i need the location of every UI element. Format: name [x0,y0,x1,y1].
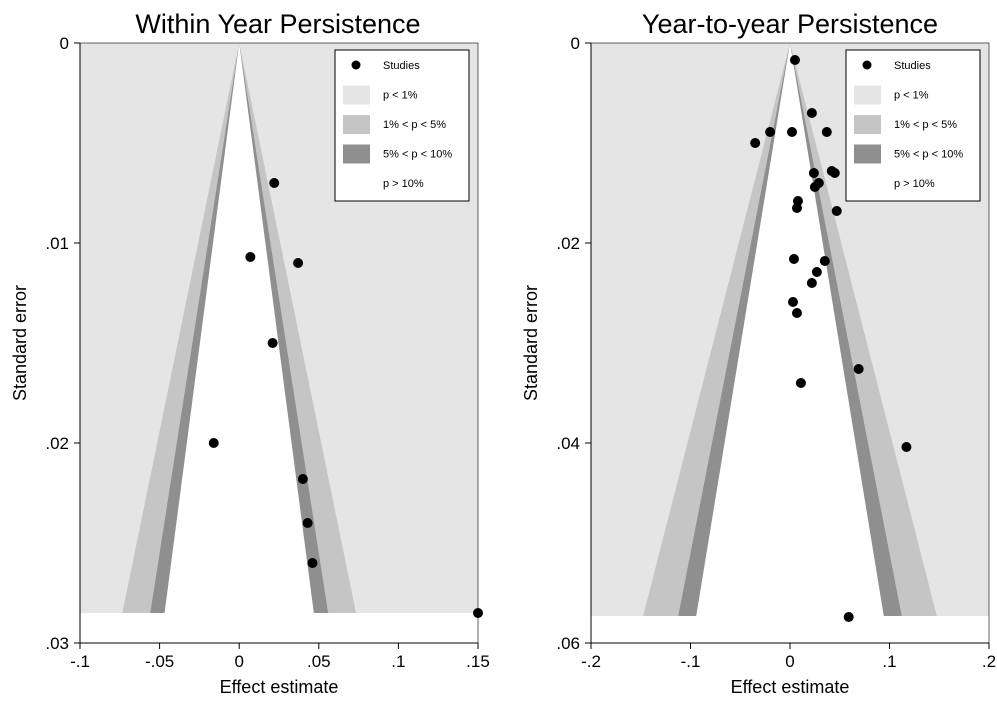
study-point [245,252,256,262]
study-point [293,258,304,268]
x-tick-label: .1 [391,652,405,671]
x-tick-label: -.1 [70,652,90,671]
study-point [808,168,819,178]
study-point [806,278,817,288]
study-point [853,364,864,374]
study-point [829,168,840,178]
study-point [787,297,798,307]
legend-swatch [343,144,370,164]
legend-label: p < 1% [894,90,929,102]
legend-label: 5% < p < 10% [383,149,452,161]
x-axis-label: Effect estimate [731,677,850,697]
x-tick-label: .1 [882,652,896,671]
study-point [786,127,797,137]
y-axis-label: Standard error [10,285,30,401]
x-tick-label: .2 [982,652,996,671]
y-tick-label: 0 [571,34,580,53]
legend-label: Studies [383,60,420,72]
legend-swatch [854,174,881,193]
year-to-year-funnel-plot: 0 .02 .04 .06-.2 -.1 0 .1 .2 Year-to-year Persis… [521,9,996,697]
study-point [269,178,280,188]
study-point [901,442,912,452]
study-point [297,474,308,484]
x-tick-label: .15 [466,652,490,671]
x-tick-label: 0 [234,652,243,671]
study-point [791,308,802,318]
legend-swatch [854,115,881,134]
study-point [473,608,483,618]
y-tick-label: .02 [556,234,580,253]
x-axis-label: Effect estimate [220,677,339,697]
study-point [750,138,761,148]
legend-label: 1% < p < 5% [383,119,446,131]
x-tick-label: -.05 [145,652,174,671]
y-axis-label: Standard error [521,285,541,401]
study-point [765,127,776,137]
study-point [821,127,832,137]
p-gt-10-region [696,43,884,616]
p-gt-10-region [164,43,314,613]
legend-marker-studies [862,60,872,70]
study-point [789,55,800,65]
legend-label: 1% < p < 5% [894,119,957,131]
legend-label: Studies [894,60,931,72]
study-point [302,518,313,528]
legend-swatch [854,144,881,164]
legend-marker-studies [351,60,361,70]
study-point [307,558,318,568]
legend-label: 5% < p < 10% [894,149,963,161]
legend-label: p > 10% [894,178,935,190]
study-point [795,378,806,388]
study-point [843,612,854,622]
study-point [791,203,802,213]
study-point [809,182,820,192]
y-tick-label: .03 [45,634,69,653]
legend-swatch [343,85,370,105]
y-tick-label: .06 [556,634,580,653]
study-point [208,438,219,448]
study-point [806,108,817,118]
legend: Studies p < 1% 1% < p < 5% 5% < p < 10% p > … [845,49,981,202]
x-tick-label: -.2 [581,652,601,671]
x-tick-label: .05 [307,652,331,671]
legend-swatch [343,174,370,193]
legend-label: p < 1% [383,90,418,102]
chart-title: Within Year Persistence [135,9,420,39]
y-tick-label: 0 [60,34,69,53]
study-point [267,338,278,348]
legend-swatch [854,85,881,105]
y-tick-label: .02 [45,434,69,453]
study-point [831,206,842,216]
legend: Studies p < 1% 1% < p < 5% 5% < p < 10% p > … [334,49,470,202]
x-tick-label: -.1 [681,652,701,671]
study-point [811,267,822,277]
y-tick-label: .04 [556,434,580,453]
x-tick-label: 0 [785,652,794,671]
legend-label: p > 10% [383,178,424,190]
legend-swatch [343,115,370,134]
within-year-funnel-plot: 0 .01 .02 .03-.1 -.05 0 .05 .1 .15 Within Year Pe… [10,9,490,697]
study-point [788,254,799,264]
study-point [819,256,830,266]
y-tick-label: .01 [45,234,69,253]
chart-title: Year-to-year Persistence [642,9,938,39]
